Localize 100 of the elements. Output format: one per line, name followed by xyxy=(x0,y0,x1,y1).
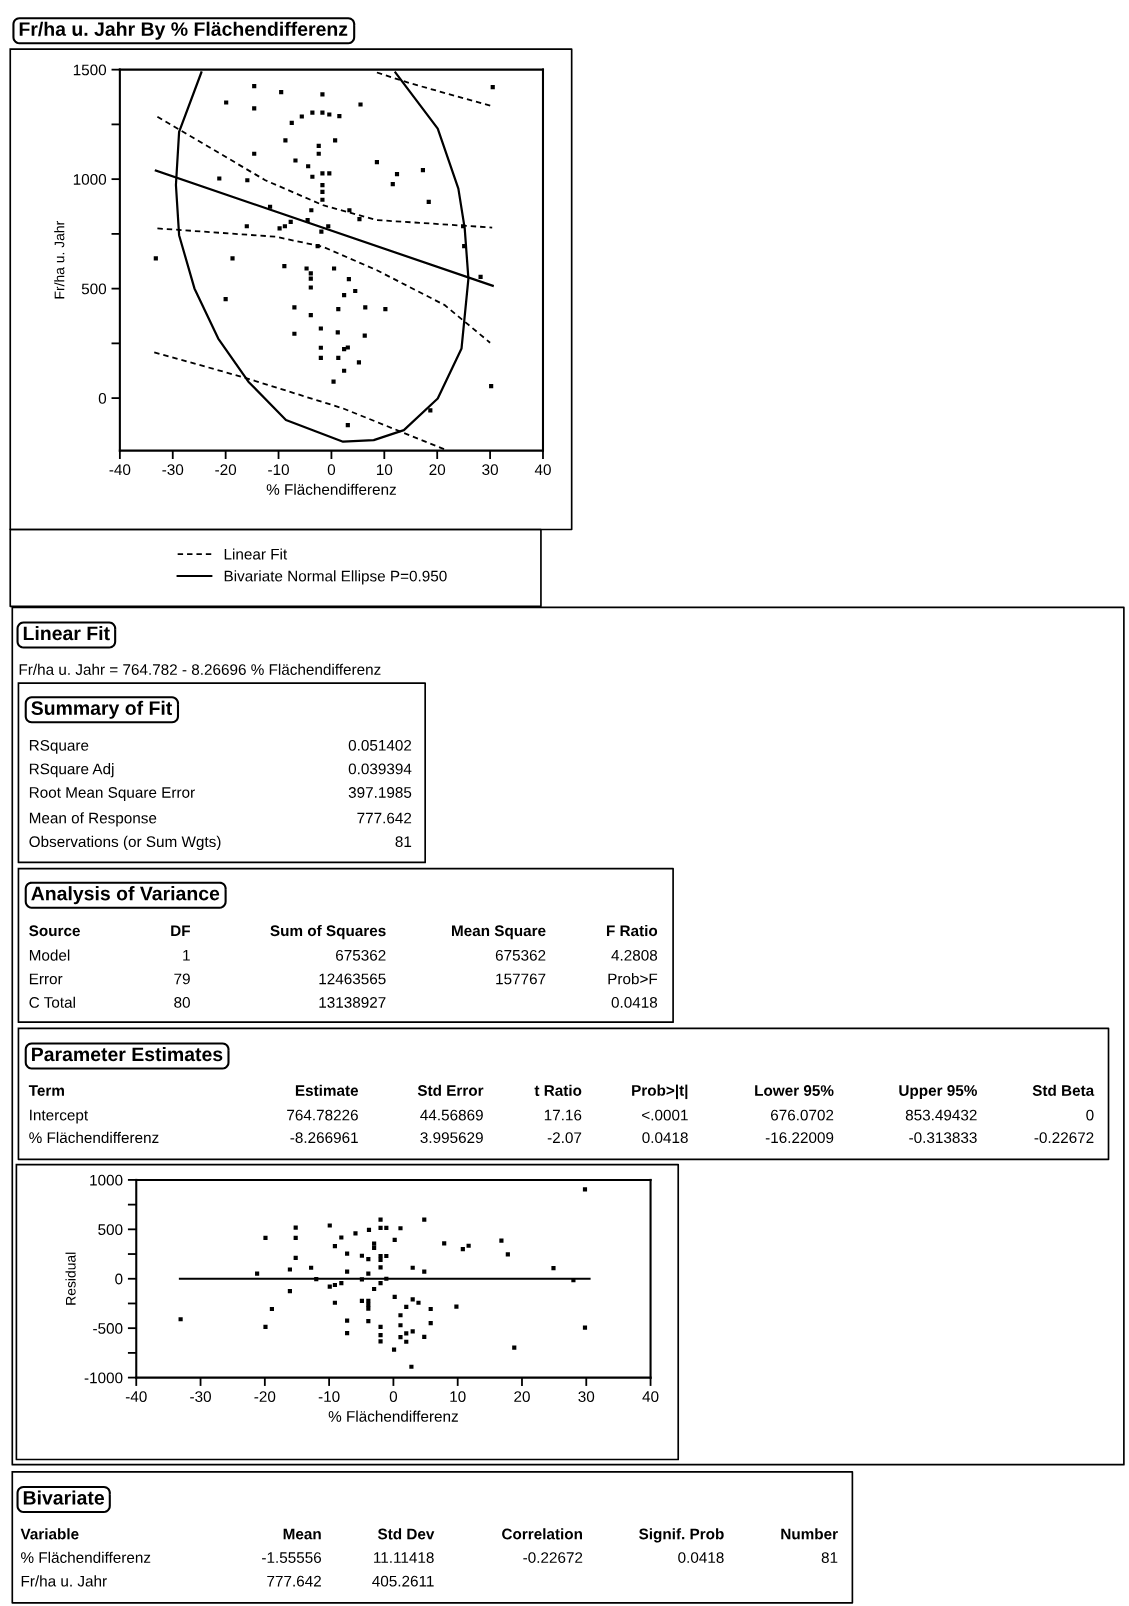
text: 777.642 xyxy=(357,812,412,824)
category-label: F Ratio xyxy=(606,924,658,937)
y-tick-label: 1500 xyxy=(73,64,107,76)
category-label: Std Dev xyxy=(377,1528,435,1540)
text: Mean of Response xyxy=(29,812,157,827)
category-label: DF xyxy=(171,925,190,936)
text: -2.07 xyxy=(547,1132,582,1144)
text: C Total xyxy=(29,996,75,1008)
x-tick-label: 0 xyxy=(327,464,336,476)
category-label: Lower 95% xyxy=(755,1085,834,1096)
y-tick-label: 0 xyxy=(98,392,107,404)
text: 676.0702 xyxy=(771,1109,834,1121)
text: Root Mean Square Error xyxy=(29,787,195,801)
text: 764.78226 xyxy=(287,1109,358,1121)
category-label: Estimate xyxy=(295,1084,359,1096)
text: 675362 xyxy=(336,949,386,961)
x-tick-label: 20 xyxy=(514,1391,530,1403)
text: 397.1985 xyxy=(348,787,412,798)
text: Bivariate xyxy=(23,1490,105,1505)
x-tick-label: 40 xyxy=(534,464,551,476)
x-tick-label: 30 xyxy=(482,464,498,476)
text: 0.0418 xyxy=(611,997,658,1008)
x-tick-label: -20 xyxy=(254,1391,276,1403)
text: Prob>F xyxy=(608,973,658,985)
text: 0.0418 xyxy=(678,1552,724,1563)
text: <.0001 xyxy=(642,1109,688,1121)
text: Intercept xyxy=(30,1109,89,1124)
text: 0.0418 xyxy=(642,1132,688,1144)
category-label: Signif. Prob xyxy=(639,1528,724,1543)
text: -0.22672 xyxy=(523,1552,583,1563)
text: % Flächendifferenz xyxy=(21,1551,151,1563)
text: 777.642 xyxy=(267,1575,321,1587)
y-tick-label: -1000 xyxy=(84,1372,123,1384)
x-tick-label: -10 xyxy=(268,464,289,476)
text: 17.16 xyxy=(544,1109,582,1121)
category-label: Variable xyxy=(20,1528,79,1540)
text: 0.051402 xyxy=(348,739,412,751)
y-tick-label: 500 xyxy=(98,1224,123,1236)
text: Fr/ha u. Jahr xyxy=(21,1575,107,1587)
x-tick-label: 10 xyxy=(450,1391,466,1403)
text: 4.2808 xyxy=(611,949,658,961)
text: -16.22009 xyxy=(765,1132,834,1144)
text: RSquare Adj xyxy=(29,763,114,778)
text: 12463565 xyxy=(319,973,386,985)
category-label: Number xyxy=(781,1528,838,1540)
text: 13138927 xyxy=(319,997,386,1008)
legend-label: Linear Fit xyxy=(224,548,288,560)
x-axis-title: % Flächendifferenz xyxy=(328,1410,458,1422)
x-tick-label: 40 xyxy=(642,1391,659,1403)
text: 79 xyxy=(174,973,190,985)
text: 853.49432 xyxy=(905,1109,977,1121)
category-label: Term xyxy=(28,1085,64,1096)
text: 405.2611 xyxy=(372,1575,434,1587)
text: Analysis of Variance xyxy=(31,886,220,905)
text: 0 xyxy=(1086,1109,1094,1121)
text: 1 xyxy=(183,950,190,961)
text: -0.313833 xyxy=(909,1132,977,1144)
text: 3.995629 xyxy=(420,1132,483,1144)
legend-label: Bivariate Normal Ellipse P=0.950 xyxy=(224,570,447,585)
x-tick-label: 10 xyxy=(376,464,393,476)
category-label: Upper 95% xyxy=(899,1085,977,1099)
text: Linear Fit xyxy=(23,625,110,641)
y-tick-label: 500 xyxy=(81,283,107,295)
chart-title: Fr/ha u. Jahr By % Flächendifferenz xyxy=(19,21,348,40)
x-tick-label: -40 xyxy=(109,464,131,476)
text: 675362 xyxy=(495,949,546,961)
text: Model xyxy=(29,949,70,961)
category-label: Source xyxy=(29,925,80,937)
category-label: Sum of Squares xyxy=(270,924,386,940)
text: -1.55556 xyxy=(262,1552,322,1563)
x-tick-label: -30 xyxy=(190,1391,211,1403)
x-tick-label: -10 xyxy=(318,1391,340,1403)
text: Error xyxy=(29,973,63,985)
x-tick-label: 20 xyxy=(429,464,446,476)
category-label: Prob>|t| xyxy=(632,1084,688,1100)
text: 81 xyxy=(821,1552,838,1563)
text: Fr/ha u. Jahr = 764.782 - 8.26696 % Flächendifferenz xyxy=(19,663,381,675)
category-label: Correlation xyxy=(502,1528,582,1540)
x-axis-title: % Flächendifferenz xyxy=(266,483,396,495)
text: 80 xyxy=(174,997,190,1008)
category-label: Std Error xyxy=(417,1084,484,1096)
category-label: Std Beta xyxy=(1032,1084,1095,1096)
x-tick-label: -30 xyxy=(162,464,184,476)
x-tick-label: 0 xyxy=(389,1391,398,1403)
text: -8.266961 xyxy=(290,1132,358,1144)
text: % Flächendifferenz xyxy=(29,1131,159,1144)
category-label: Mean xyxy=(283,1528,321,1540)
text: 0.039394 xyxy=(348,763,412,775)
y-tick-label: 0 xyxy=(115,1273,123,1285)
y-axis-title: Fr/ha u. Jahr xyxy=(54,221,65,299)
x-tick-label: -40 xyxy=(125,1391,147,1403)
text: RSquare xyxy=(29,739,89,754)
y-tick-label: 1000 xyxy=(73,174,107,185)
y-tick-label: 1000 xyxy=(90,1174,123,1186)
category-label: Mean Square xyxy=(452,925,546,940)
category-label: t Ratio xyxy=(534,1084,582,1096)
text: Observations (or Sum Wgts) xyxy=(29,835,221,851)
text: Parameter Estimates xyxy=(32,1046,223,1062)
x-tick-label: -20 xyxy=(215,464,237,476)
y-tick-label: -500 xyxy=(93,1323,123,1334)
